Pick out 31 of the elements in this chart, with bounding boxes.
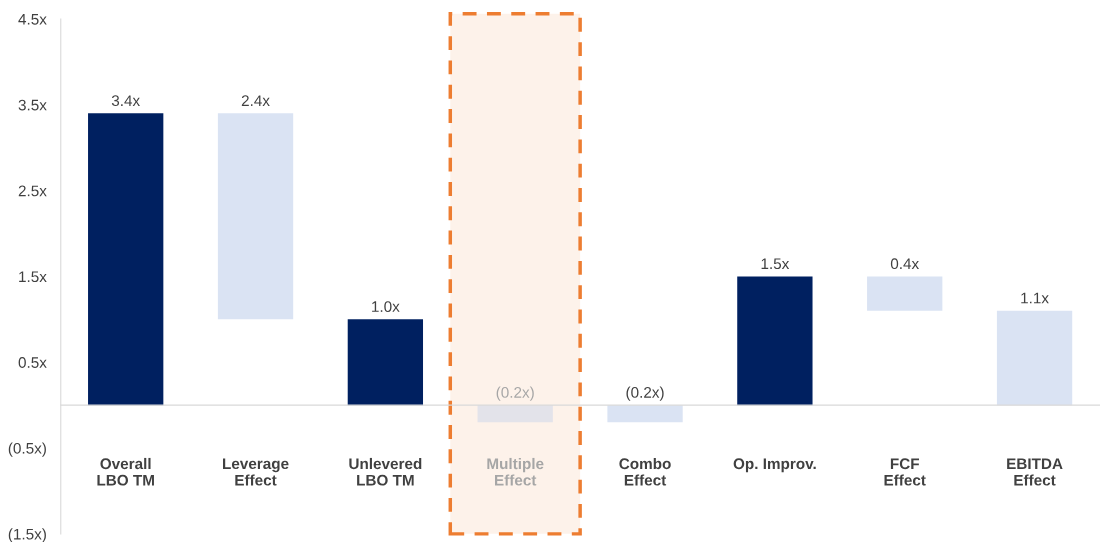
y-tick-label: 4.5x [18, 14, 47, 25]
bar [867, 276, 943, 311]
bar [347, 319, 424, 406]
data-label: 1.5x [761, 258, 790, 270]
data-label: (0.2x) [496, 386, 534, 401]
x-tick-label: Overall LBO TM [97, 457, 154, 486]
y-tick-label: 0.5x [18, 357, 47, 368]
data-label: 1.1x [1021, 292, 1049, 304]
data-label: 1.0x [372, 301, 400, 313]
y-tick-label: 1.5x [19, 271, 47, 283]
x-tick-label: Op. Improv. [733, 458, 816, 473]
data-label: 2.4x [241, 95, 270, 106]
data-label: 3.4x [111, 95, 140, 107]
bar [477, 405, 553, 423]
bar [217, 113, 294, 320]
y-tick-label: (1.5x) [8, 528, 46, 542]
x-tick-label: Unlevered LBO TM [349, 457, 422, 486]
x-tick-label: EBITDA Effect [1007, 458, 1063, 486]
bar [88, 113, 164, 406]
y-tick-label: 3.5x [18, 99, 47, 111]
data-label: (0.2x) [626, 386, 664, 401]
x-tick-label: Combo Effect [619, 457, 671, 486]
bar [607, 405, 683, 423]
bar [996, 310, 1073, 406]
y-tick-label: 2.5x [18, 185, 47, 197]
x-tick-label: Leverage Effect [223, 458, 289, 486]
bar [737, 276, 813, 406]
x-tick-label: FCF Effect [884, 458, 926, 486]
y-tick-label: (0.5x) [8, 442, 46, 457]
x-tick-label: Multiple Effect [487, 457, 544, 486]
data-label: 0.4x [890, 258, 919, 270]
